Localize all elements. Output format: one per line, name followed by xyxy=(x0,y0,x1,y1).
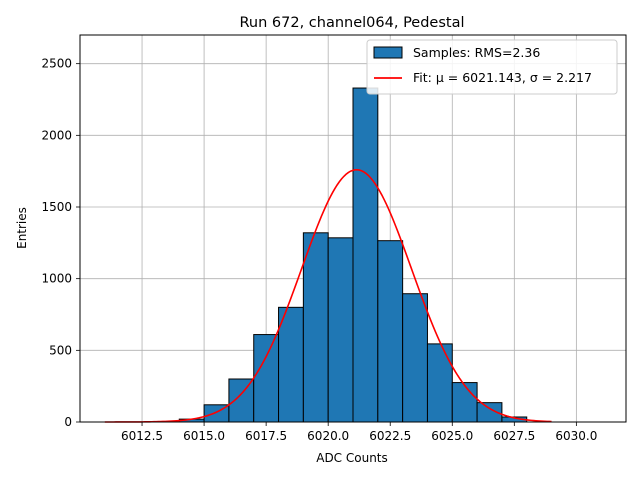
plot-area: 6012.5 6015.0 6017.5 6020.0 6022.5 6025.0 6027… xyxy=(41,34,627,443)
fit-line xyxy=(104,168,552,423)
legend-box xyxy=(366,39,618,95)
y-axis: 0 500 1000 1500 2000 2500 xyxy=(41,57,80,429)
histogram-bars xyxy=(178,87,528,423)
histogram-bar xyxy=(377,240,404,423)
legend-label-samples: Samples: RMS=2.36 xyxy=(413,45,540,60)
y-tick-label: 1500 xyxy=(41,200,72,214)
x-tick-label: 6025.0 xyxy=(431,429,473,443)
histogram-bar xyxy=(278,306,304,423)
histogram-bar xyxy=(426,343,453,423)
histogram-bar xyxy=(327,237,354,423)
y-tick-label: 2500 xyxy=(41,57,72,71)
fit-curve xyxy=(104,168,552,423)
histogram-bar xyxy=(228,378,255,423)
y-tick-label: 500 xyxy=(49,343,72,357)
x-tick-label: 6015.0 xyxy=(183,429,225,443)
chart-title: Run 672, channel064, Pedestal xyxy=(239,15,464,31)
x-tick-label: 6027.5 xyxy=(493,429,535,443)
legend: Samples: RMS=2.36 Fit: μ = 6021.143, σ =… xyxy=(366,39,618,95)
axes-frame xyxy=(79,34,627,423)
x-tick-label: 6012.5 xyxy=(121,429,163,443)
x-tick-label: 6022.5 xyxy=(369,429,411,443)
legend-fit-separator: , xyxy=(522,70,530,85)
histogram-bar xyxy=(451,382,478,423)
x-tick-label: 6017.5 xyxy=(245,429,287,443)
legend-label-fit: Fit: μ = 6021.143, σ = 2.217 xyxy=(413,70,592,85)
x-axis: 6012.5 6015.0 6017.5 6020.0 6022.5 6025.0 6027… xyxy=(121,422,597,443)
y-tick-label: 0 xyxy=(64,415,72,429)
histogram-bar xyxy=(253,334,280,423)
y-tick-label: 1000 xyxy=(41,272,72,286)
legend-fit-mu: μ = 6021.143 xyxy=(436,70,522,85)
histogram-bar xyxy=(352,87,379,423)
legend-swatch-samples xyxy=(373,46,403,59)
legend-fit-prefix: Fit: xyxy=(413,70,436,85)
histogram-bar xyxy=(302,232,329,423)
y-tick-label: 2000 xyxy=(41,128,72,142)
legend-fit-sigma: σ = 2.217 xyxy=(530,70,592,85)
histogram-bar xyxy=(402,293,428,423)
x-axis-label: ADC Counts xyxy=(316,451,388,465)
x-tick-label: 6030.0 xyxy=(555,429,597,443)
y-axis-label: Entries xyxy=(15,207,29,249)
x-tick-label: 6020.0 xyxy=(307,429,349,443)
